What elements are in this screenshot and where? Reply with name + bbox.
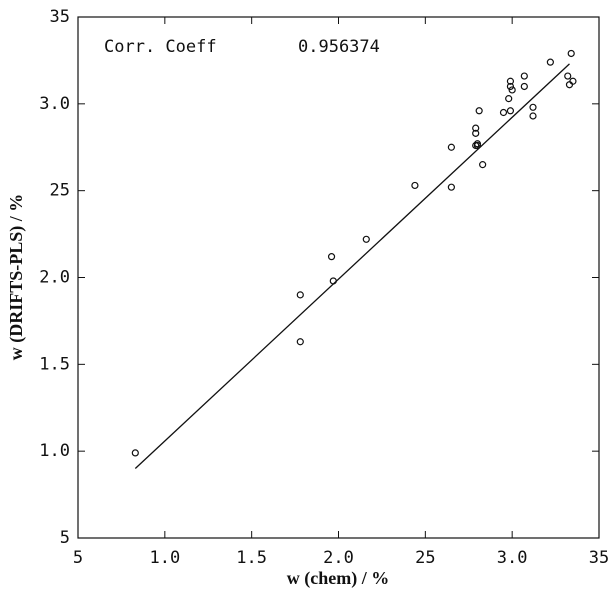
annotation-value: 0.956374 (298, 37, 380, 57)
point (296, 291, 304, 299)
x-tick-label: 1.0 (149, 548, 180, 568)
x-tick-label: 3.0 (497, 548, 528, 568)
point (529, 103, 537, 111)
point (329, 277, 337, 285)
point (565, 81, 574, 89)
y-tick-label: 1.0 (39, 441, 70, 461)
point (506, 82, 515, 91)
y-tick-label: 3.0 (39, 94, 70, 114)
point (506, 77, 515, 85)
point (529, 112, 537, 120)
fit-line (134, 63, 570, 470)
point (567, 49, 575, 58)
point (479, 161, 487, 169)
point (362, 235, 370, 243)
point (131, 449, 139, 457)
point (499, 108, 508, 117)
x-tick-label: 35 (589, 548, 609, 568)
point (472, 124, 480, 132)
point (472, 129, 480, 137)
annotation-label: Corr. Coeff (104, 37, 217, 57)
point (411, 181, 419, 190)
point (296, 338, 304, 346)
point (520, 72, 528, 80)
plot-frame (77, 16, 600, 539)
point (475, 107, 483, 115)
point (508, 86, 516, 94)
y-axis-label: w (DRIFTS-PLS) / % (6, 194, 27, 361)
x-tick-label: 1.5 (236, 548, 267, 568)
y-tick-label: 25 (50, 181, 70, 201)
point (546, 58, 554, 66)
x-tick-label: 5 (73, 548, 83, 568)
point (505, 95, 513, 103)
y-tick-label: 1.5 (39, 354, 70, 374)
y-tick-label: 5 (60, 528, 70, 548)
point (327, 253, 336, 261)
point (520, 82, 528, 91)
y-tick-label: 2.0 (39, 268, 70, 288)
point (447, 143, 455, 151)
point (472, 141, 480, 150)
point (564, 72, 572, 80)
point (569, 77, 577, 85)
y-tick-label: 35 (50, 7, 70, 27)
point (447, 183, 455, 191)
x-axis-label: w (chem) / % (287, 568, 389, 589)
x-tick-label: 25 (415, 548, 435, 568)
point (506, 107, 515, 115)
x-tick-label: 2.0 (323, 548, 354, 568)
